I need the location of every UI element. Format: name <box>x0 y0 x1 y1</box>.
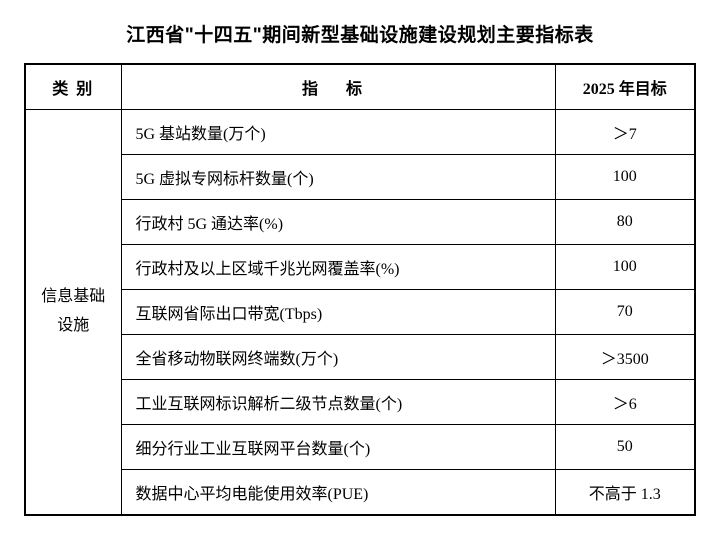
table-row: 行政村及以上区域千兆光网覆盖率(%) 100 <box>25 245 695 290</box>
indicator-cell: 互联网省际出口带宽(Tbps) <box>121 290 555 335</box>
header-category: 类 别 <box>25 64 121 110</box>
table-row: 细分行业工业互联网平台数量(个) 50 <box>25 425 695 470</box>
indicator-cell: 全省移动物联网终端数(万个) <box>121 335 555 380</box>
table-row: 信息基础设施 5G 基站数量(万个) ＞7 <box>25 110 695 155</box>
indicator-cell: 行政村 5G 通达率(%) <box>121 200 555 245</box>
table-row: 行政村 5G 通达率(%) 80 <box>25 200 695 245</box>
table-row: 互联网省际出口带宽(Tbps) 70 <box>25 290 695 335</box>
category-cell: 信息基础设施 <box>25 110 121 516</box>
table-row: 全省移动物联网终端数(万个) ＞3500 <box>25 335 695 380</box>
target-cell: 80 <box>555 200 695 245</box>
target-cell: 70 <box>555 290 695 335</box>
indicator-cell: 数据中心平均电能使用效率(PUE) <box>121 470 555 516</box>
table-title: 江西省"十四五"期间新型基础设施建设规划主要指标表 <box>24 20 696 47</box>
target-cell: 100 <box>555 155 695 200</box>
table-row: 数据中心平均电能使用效率(PUE) 不高于 1.3 <box>25 470 695 516</box>
table-row: 工业互联网标识解析二级节点数量(个) ＞6 <box>25 380 695 425</box>
header-target: 2025 年目标 <box>555 64 695 110</box>
target-cell: ＞6 <box>555 380 695 425</box>
category-label: 信息基础设施 <box>41 288 105 334</box>
indicator-cell: 5G 基站数量(万个) <box>121 110 555 155</box>
indicator-cell: 5G 虚拟专网标杆数量(个) <box>121 155 555 200</box>
indicator-cell: 细分行业工业互联网平台数量(个) <box>121 425 555 470</box>
indicator-cell: 行政村及以上区域千兆光网覆盖率(%) <box>121 245 555 290</box>
header-indicator: 指 标 <box>121 64 555 110</box>
target-cell: 不高于 1.3 <box>555 470 695 516</box>
header-row: 类 别 指 标 2025 年目标 <box>25 64 695 110</box>
target-cell: 50 <box>555 425 695 470</box>
indicator-cell: 工业互联网标识解析二级节点数量(个) <box>121 380 555 425</box>
target-cell: ＞3500 <box>555 335 695 380</box>
target-cell: 100 <box>555 245 695 290</box>
target-cell: ＞7 <box>555 110 695 155</box>
table-row: 5G 虚拟专网标杆数量(个) 100 <box>25 155 695 200</box>
indicator-table: 类 别 指 标 2025 年目标 信息基础设施 5G 基站数量(万个) ＞7 5… <box>24 63 696 516</box>
